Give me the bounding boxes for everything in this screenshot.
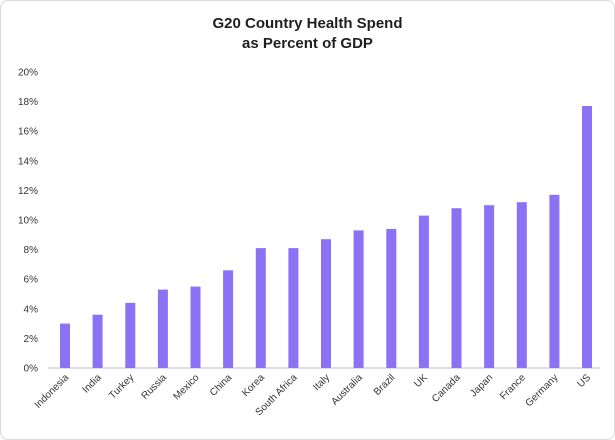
y-tick-label: 4%	[24, 304, 39, 315]
x-tick-label: Canada	[430, 372, 463, 405]
x-tick-label: Japan	[468, 372, 495, 399]
bar-canada	[451, 208, 462, 368]
y-tick-label: 2%	[24, 334, 39, 345]
bar-korea	[255, 248, 266, 368]
bar-mexico	[190, 286, 201, 368]
bar-indonesia	[60, 323, 70, 368]
y-tick-label: 14%	[18, 156, 38, 167]
bar-germany	[549, 194, 560, 368]
x-tick-label: Australia	[329, 372, 365, 408]
y-tick-label: 20%	[18, 68, 38, 79]
bar-japan	[484, 205, 495, 368]
bar-australia	[353, 230, 364, 368]
x-tick-label: France	[498, 372, 528, 402]
bar-uk	[418, 215, 429, 368]
bar-italy	[321, 239, 331, 368]
x-tick-label: Russia	[140, 372, 170, 402]
x-tick-label: China	[208, 372, 235, 399]
chart-title-line-2: as Percent of GDP	[242, 35, 373, 52]
y-tick-label: 0%	[24, 364, 39, 375]
x-tick-label: Korea	[240, 372, 267, 399]
bar-france	[516, 202, 527, 368]
x-tick-label: Turkey	[107, 372, 136, 401]
bars	[60, 106, 592, 368]
x-axis: Indonesia India Turkey Russia Mexico China Kor…	[33, 372, 594, 418]
x-tick-label: Italy	[311, 372, 332, 393]
bar-china	[223, 270, 234, 368]
bar-russia	[157, 289, 168, 368]
bar-india	[92, 314, 103, 368]
x-tick-label: Brazil	[372, 372, 397, 397]
x-tick-label: Indonesia	[33, 372, 72, 411]
y-tick-label: 18%	[18, 97, 38, 108]
x-tick-label: Germany	[524, 372, 561, 409]
y-tick-label: 10%	[18, 216, 38, 227]
x-tick-label: UK	[412, 372, 430, 390]
y-tick-label: 16%	[18, 127, 38, 138]
bar-turkey	[125, 302, 136, 368]
chart-title-line-1: G20 Country Health Spend	[212, 15, 403, 32]
x-tick-label: US	[576, 372, 594, 390]
y-tick-label: 8%	[24, 245, 39, 256]
chart-title: G20 Country Health Spend as Percent of G…	[0, 14, 615, 54]
bar-brazil	[386, 228, 397, 368]
y-tick-label: 6%	[24, 275, 39, 286]
x-tick-label: India	[81, 372, 104, 395]
bar-south-africa	[288, 248, 299, 368]
y-tick-label: 12%	[18, 186, 38, 197]
y-axis: 0% 2% 4% 6% 8% 10% 12% 14% 16% 18% 20%	[18, 68, 38, 375]
x-tick-label: Mexico	[171, 372, 201, 402]
bar-us	[582, 106, 592, 368]
